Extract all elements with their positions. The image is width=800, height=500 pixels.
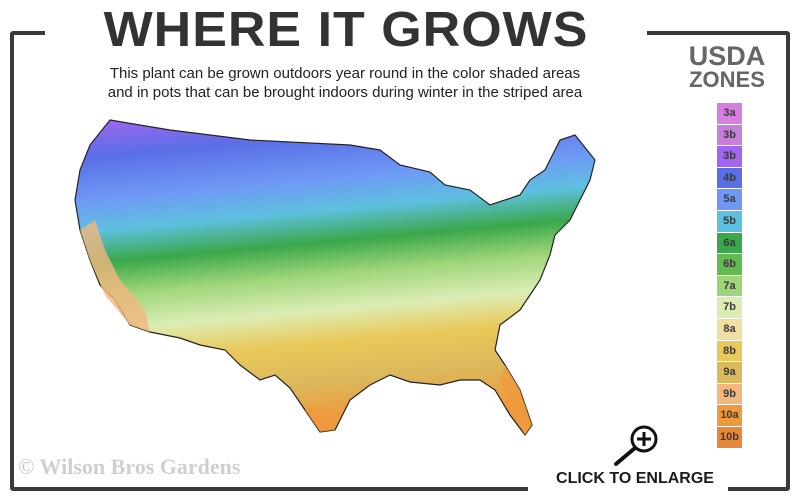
legend-title-line-1: USDA	[688, 41, 766, 71]
legend-zone-9a: 9a	[717, 362, 742, 383]
click-to-enlarge-button[interactable]: CLICK TO ENLARGE	[556, 470, 714, 487]
legend-zone-8a: 8a	[717, 318, 742, 340]
legend-zone-7a: 7a	[717, 275, 742, 297]
copyright-watermark: © Wilson Bros Gardens	[18, 454, 241, 479]
legend-title: USDA ZONES	[672, 41, 782, 92]
legend-zone-3a: 3a	[717, 103, 742, 124]
zone-legend: 3a 3b 3b 4b 5a 5b 6a 6b 7a 7b 8a 8b 9a 9b 10a 10b	[717, 103, 742, 449]
legend-zone-4b: 4b	[717, 167, 742, 189]
warm-coast-zone	[80, 220, 150, 332]
legend-zone-7b: 7b	[717, 297, 742, 318]
magnify-plus-icon[interactable]	[608, 424, 664, 468]
legend-zone-8b: 8b	[717, 340, 742, 362]
page-title: WHERE IT GROWS	[103, 2, 589, 58]
legend-zone-10a: 10a	[717, 405, 742, 426]
legend-zone-6a: 6a	[717, 232, 742, 254]
legend-title-line-2: ZONES	[689, 67, 765, 92]
subtitle-line-2: and in pots that can be brought indoors …	[107, 84, 583, 101]
legend-zone-5a: 5a	[717, 189, 742, 210]
florida-warm-zone	[500, 365, 532, 435]
legend-zone-5b: 5b	[717, 210, 742, 232]
legend-zone-10b: 10b	[717, 426, 742, 448]
subtitle: This plant can be grown outdoors year ro…	[40, 64, 650, 102]
us-hardiness-zone-map[interactable]	[50, 110, 620, 450]
legend-zone-3b: 3b	[717, 146, 742, 167]
texas-warm-zone	[305, 405, 335, 432]
legend-zone-6b: 6b	[717, 254, 742, 275]
title-gap	[45, 20, 647, 40]
bottom-gap	[528, 476, 728, 496]
legend-zone-9b: 9b	[717, 383, 742, 405]
legend-zone-3b: 3b	[717, 124, 742, 146]
subtitle-line-1: This plant can be grown outdoors year ro…	[109, 65, 581, 82]
